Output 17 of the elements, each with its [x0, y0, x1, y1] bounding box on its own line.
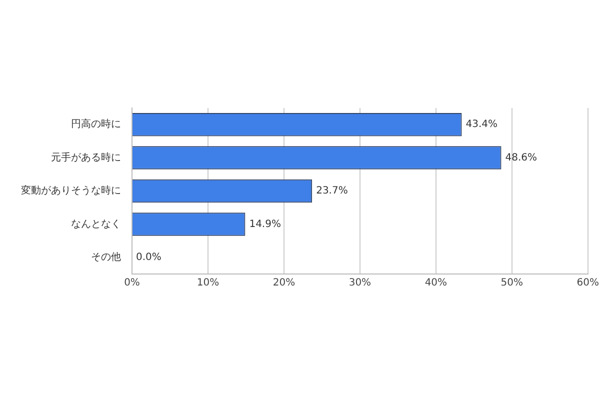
y-tick-label: 元手がある時に: [51, 151, 121, 164]
y-tick-label: 円高の時に: [71, 118, 121, 130]
x-tick-label: 30%: [348, 278, 372, 289]
data-label: 0.0%: [136, 252, 162, 263]
x-tick-label: 0%: [124, 278, 140, 289]
x-tick-label: 20%: [272, 278, 296, 289]
data-label: 48.6%: [505, 152, 538, 164]
y-tick-label: なんとなく: [71, 218, 121, 230]
y-tick-label: 変動がありそうな時に: [21, 184, 121, 197]
data-label: 23.7%: [316, 186, 348, 197]
y-tick-label: その他: [91, 250, 121, 263]
x-tick-label: 40%: [424, 278, 448, 289]
data-label: 14.9%: [249, 218, 281, 230]
x-tick-label: 50%: [500, 278, 524, 289]
x-tick-label: 60%: [576, 278, 600, 289]
data-label: 43.4%: [466, 119, 498, 130]
x-tick-label: 10%: [196, 278, 220, 289]
